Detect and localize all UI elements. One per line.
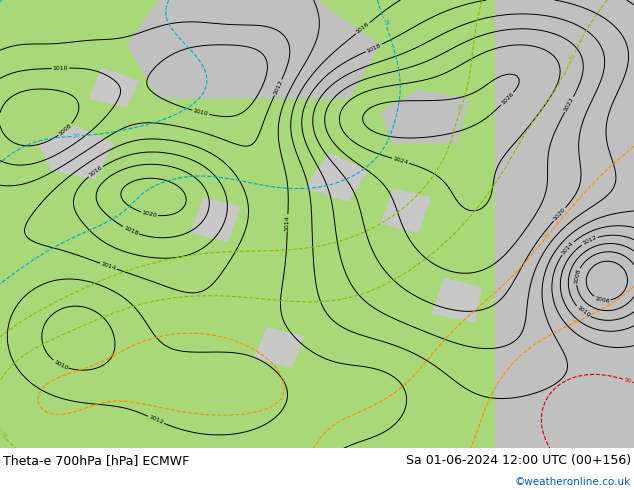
Text: 25: 25 [381,18,389,27]
Text: 1026: 1026 [500,92,515,106]
Text: 1014: 1014 [100,261,117,271]
Text: 45: 45 [572,318,581,325]
Text: 35: 35 [0,430,8,440]
Text: 1012: 1012 [148,415,164,425]
Text: 1024: 1024 [392,156,409,166]
Text: 1014: 1014 [560,241,574,256]
Text: 1022: 1022 [563,96,575,112]
Polygon shape [190,197,241,242]
Text: 1010: 1010 [53,66,68,71]
Text: 40: 40 [543,231,552,240]
Text: 30: 30 [458,102,465,112]
Polygon shape [127,0,380,98]
Text: 20: 20 [72,133,81,139]
Text: 1010: 1010 [53,359,68,371]
Polygon shape [89,67,139,108]
Text: Theta-e 700hPa [hPa] ECMWF: Theta-e 700hPa [hPa] ECMWF [3,454,190,467]
Text: 35: 35 [569,52,577,61]
Text: 1014: 1014 [285,215,290,231]
Text: 1020: 1020 [552,207,567,222]
Text: 1018: 1018 [366,43,382,53]
Text: 1016: 1016 [355,22,370,35]
Text: 1008: 1008 [58,122,73,137]
Polygon shape [304,152,368,202]
Text: 1012: 1012 [273,79,283,96]
Text: 1020: 1020 [141,210,158,219]
Text: 1018: 1018 [122,225,139,236]
Polygon shape [380,188,431,233]
Polygon shape [431,278,482,323]
Text: 40: 40 [109,351,119,359]
Text: 50: 50 [623,377,632,384]
Text: 1006: 1006 [594,296,611,304]
Text: 1010: 1010 [193,108,209,117]
Text: 1010: 1010 [575,305,591,318]
Text: Sa 01-06-2024 12:00 UTC (00+156): Sa 01-06-2024 12:00 UTC (00+156) [406,454,631,467]
Text: 1008: 1008 [573,268,581,284]
Polygon shape [380,90,469,144]
Polygon shape [495,0,634,448]
Polygon shape [254,327,304,368]
Text: 1016: 1016 [88,165,103,178]
Text: ©weatheronline.co.uk: ©weatheronline.co.uk [515,477,631,487]
Polygon shape [38,125,114,179]
Text: 1012: 1012 [581,235,597,246]
